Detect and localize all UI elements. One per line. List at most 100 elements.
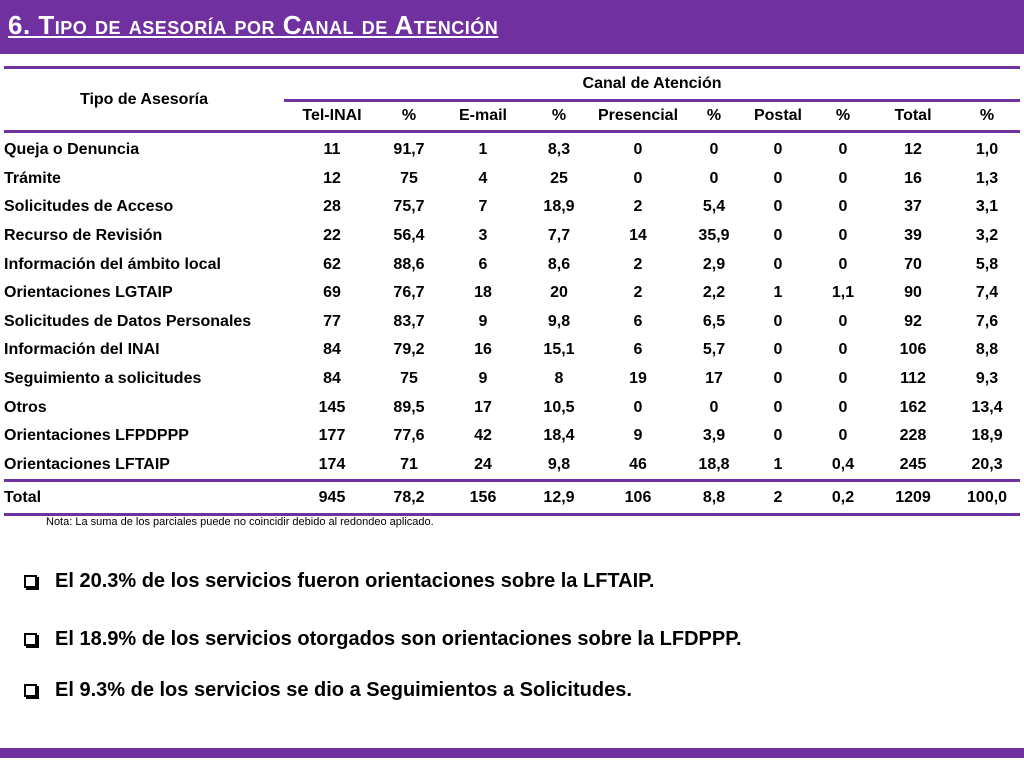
table-cell: 2,2 bbox=[702, 284, 726, 302]
total-cell: 12,9 bbox=[528, 479, 590, 517]
table-cell: 6 bbox=[633, 312, 643, 330]
table-cell: 0 bbox=[838, 198, 848, 216]
row-label: Recurso de Revisión bbox=[4, 227, 163, 245]
table-cell: 16 bbox=[474, 341, 492, 359]
table-cell: 35,9 bbox=[698, 227, 730, 245]
table-cell: 46 bbox=[629, 455, 647, 473]
table-cell: 19 bbox=[629, 370, 647, 388]
table-cell: 8 bbox=[554, 370, 564, 388]
table-cell: 28 bbox=[323, 198, 341, 216]
table-cell: 0 bbox=[838, 227, 848, 245]
table-row: Orientaciones LFPDPPP 177 77,6 42 18,4 9 3,9 0 0… bbox=[4, 422, 1020, 451]
row-label: Orientaciones LFTAIP bbox=[4, 455, 170, 473]
table-cell: 145 bbox=[318, 398, 346, 416]
total-cell: 2 bbox=[742, 479, 814, 517]
table-cell: 0,4 bbox=[831, 455, 855, 473]
table-cell: 0 bbox=[838, 169, 848, 187]
table-cell: 71 bbox=[400, 455, 418, 473]
table-cell: 11 bbox=[323, 141, 341, 159]
table-cell: 39 bbox=[904, 227, 922, 245]
table-cell: 7,7 bbox=[547, 227, 571, 245]
table-cell: 2 bbox=[633, 284, 643, 302]
asesoria-table: Tipo de Asesoría Canal de Atención Tel-I… bbox=[4, 66, 1021, 517]
table-cell: 1 bbox=[478, 141, 488, 159]
table-cell: 17 bbox=[705, 370, 723, 388]
table-cell: 5,8 bbox=[975, 255, 999, 273]
row-label: Solicitudes de Acceso bbox=[4, 198, 174, 216]
table-cell: 9,8 bbox=[547, 455, 571, 473]
col-header: % bbox=[401, 107, 417, 124]
table-cell: 2 bbox=[633, 255, 643, 273]
table-cell: 16 bbox=[904, 169, 922, 187]
table-cell: 75,7 bbox=[393, 198, 425, 216]
table-cell: 0 bbox=[709, 398, 719, 416]
total-cell: 106 bbox=[590, 479, 686, 517]
table-cell: 20 bbox=[550, 284, 568, 302]
header-row-1: Tipo de Asesoría Canal de Atención bbox=[4, 66, 1021, 133]
table-cell: 0 bbox=[773, 141, 783, 159]
table-cell: 4 bbox=[478, 169, 488, 187]
table-row: Orientaciones LGTAIP 69 76,7 18 20 2 2,2 1 1,1 90… bbox=[4, 279, 1020, 308]
table-cell: 18,4 bbox=[543, 427, 575, 445]
table-cell: 88,6 bbox=[393, 255, 425, 273]
table-cell: 6,5 bbox=[702, 312, 726, 330]
table-cell: 2,9 bbox=[702, 255, 726, 273]
table-body: Queja o Denuncia 11 91,7 1 8,3 0 0 0 0 12 1,0 Trámi… bbox=[4, 132, 1020, 481]
total-cell: 78,2 bbox=[380, 479, 438, 517]
table-cell: 18 bbox=[474, 284, 492, 302]
table-cell: 112 bbox=[900, 370, 926, 388]
table-cell: 177 bbox=[318, 427, 346, 445]
row-label: Seguimiento a solicitudes bbox=[4, 370, 202, 388]
bullet-item: El 20.3% de los servicios fueron orienta… bbox=[24, 570, 654, 593]
bullet-text: El 9.3% de los servicios se dio a Seguim… bbox=[55, 679, 632, 701]
table-cell: 8,6 bbox=[547, 255, 571, 273]
table-cell: 0 bbox=[838, 141, 848, 159]
table-cell: 1,3 bbox=[975, 169, 999, 187]
table-cell: 0 bbox=[773, 227, 783, 245]
table-cell: 9 bbox=[478, 312, 488, 330]
table-cell: 0 bbox=[633, 141, 643, 159]
col-header: % bbox=[706, 107, 722, 124]
table-cell: 24 bbox=[474, 455, 492, 473]
col-header: E-mail bbox=[458, 107, 507, 124]
table-cell: 7,6 bbox=[975, 312, 999, 330]
table-cell: 3 bbox=[478, 227, 488, 245]
bullet-item: El 9.3% de los servicios se dio a Seguim… bbox=[24, 679, 632, 702]
table-cell: 8,8 bbox=[975, 341, 999, 359]
col-header: Tel-INAI bbox=[302, 107, 362, 124]
table-cell: 0 bbox=[838, 398, 848, 416]
table-cell: 0 bbox=[709, 141, 719, 159]
table-cell: 84 bbox=[323, 370, 341, 388]
checkbox-bullet-icon bbox=[24, 633, 39, 648]
table-cell: 91,7 bbox=[393, 141, 425, 159]
table-cell: 1 bbox=[773, 284, 783, 302]
table-cell: 0 bbox=[838, 255, 848, 273]
table-cell: 0 bbox=[773, 198, 783, 216]
table-cell: 89,5 bbox=[393, 398, 425, 416]
table-cell: 9,8 bbox=[547, 312, 571, 330]
table-cell: 6 bbox=[633, 341, 643, 359]
table-cell: 18,9 bbox=[543, 198, 575, 216]
table-cell: 3,2 bbox=[975, 227, 999, 245]
table-cell: 0 bbox=[773, 169, 783, 187]
table-cell: 90 bbox=[904, 284, 922, 302]
table-cell: 174 bbox=[318, 455, 346, 473]
tipo-header: Tipo de Asesoría bbox=[4, 66, 284, 133]
table-cell: 0 bbox=[633, 398, 643, 416]
table-cell: 77,6 bbox=[393, 427, 425, 445]
row-label: Solicitudes de Datos Personales bbox=[4, 312, 252, 330]
table-cell: 22 bbox=[323, 227, 341, 245]
table-cell: 15,1 bbox=[543, 341, 575, 359]
table-cell: 0 bbox=[773, 255, 783, 273]
table-row: Solicitudes de Datos Personales 77 83,7 9 9,… bbox=[4, 308, 1020, 337]
bullet-item: El 18.9% de los servicios otorgados son … bbox=[24, 628, 742, 651]
checkbox-bullet-icon bbox=[24, 575, 39, 590]
col-header: % bbox=[835, 107, 851, 124]
table-cell: 5,4 bbox=[702, 198, 726, 216]
table-cell: 228 bbox=[899, 427, 927, 445]
table-cell: 1,1 bbox=[831, 284, 855, 302]
table-cell: 5,7 bbox=[702, 341, 726, 359]
table-row: Seguimiento a solicitudes 84 75 9 8 19 17 0 0 112… bbox=[4, 365, 1020, 394]
table-row: Trámite 12 75 4 25 0 0 0 0 16 1,3 bbox=[4, 165, 1020, 194]
title-bar: 6. Tipo de asesoría por Canal de Atenció… bbox=[0, 0, 1024, 54]
